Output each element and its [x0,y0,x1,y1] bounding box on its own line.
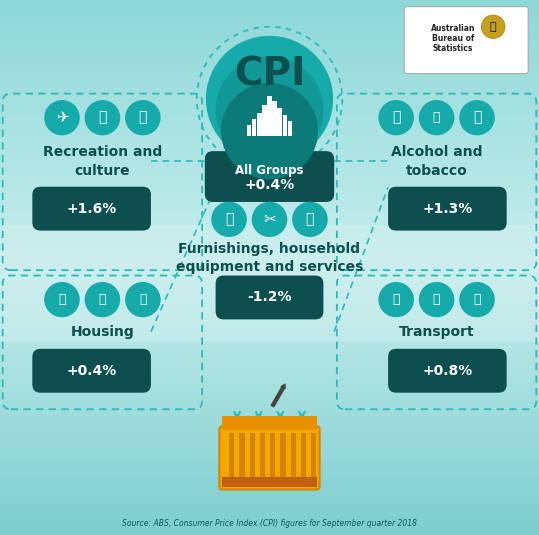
Bar [222,477,317,487]
Text: 🦅: 🦅 [490,22,496,32]
FancyBboxPatch shape [388,187,507,231]
Text: Recreation and: Recreation and [43,146,162,159]
Bar [272,101,277,136]
Circle shape [85,282,120,317]
Bar [291,433,296,484]
Text: 🧳: 🧳 [98,111,107,125]
Circle shape [44,100,80,135]
Bar [252,119,257,136]
Circle shape [481,15,505,39]
Circle shape [211,202,247,237]
Text: culture: culture [74,164,130,178]
Text: All Groups: All Groups [235,164,304,177]
Bar [247,125,251,136]
Text: Furnishings, household: Furnishings, household [178,242,361,256]
Bar [257,113,261,136]
Text: 🍷: 🍷 [473,111,481,125]
Text: +0.8%: +0.8% [422,364,473,378]
Bar [301,433,306,484]
Text: 🚬: 🚬 [433,111,440,124]
Bar [278,108,282,136]
Text: ✂: ✂ [263,212,276,227]
FancyBboxPatch shape [216,276,323,319]
Bar [222,416,317,430]
Text: Australian: Australian [431,24,475,33]
Circle shape [378,100,414,135]
Text: ⛽: ⛽ [473,293,481,306]
Text: 🚌: 🚌 [433,293,440,306]
Circle shape [125,100,161,135]
Bar [288,120,292,136]
FancyBboxPatch shape [32,187,151,231]
Bar [239,433,245,484]
Text: 🌿: 🌿 [225,212,233,226]
Bar [288,120,292,136]
Text: Alcohol and: Alcohol and [391,146,482,159]
Text: tobacco: tobacco [406,164,467,178]
Bar [311,433,316,484]
Text: 🛋: 🛋 [306,212,314,226]
Bar [267,96,272,136]
Circle shape [85,100,120,135]
Text: 🛏: 🛏 [58,293,66,306]
Circle shape [459,100,495,135]
Text: Source: ABS, Consumer Price Index (CPI) figures for September quarter 2018: Source: ABS, Consumer Price Index (CPI) … [122,519,417,528]
Circle shape [419,282,454,317]
Bar [252,119,257,136]
FancyBboxPatch shape [404,6,528,73]
Bar [280,433,286,484]
Bar [262,105,267,136]
Text: ✈: ✈ [56,110,68,125]
Text: +1.6%: +1.6% [66,202,117,216]
Circle shape [216,56,323,163]
Circle shape [206,36,333,162]
Circle shape [419,100,454,135]
Text: Housing: Housing [71,325,134,339]
FancyArrow shape [271,383,286,408]
Text: CPI: CPI [234,56,305,94]
Bar [272,101,277,136]
Bar [282,114,287,136]
Text: +1.3%: +1.3% [422,202,473,216]
Text: +0.4%: +0.4% [66,364,117,378]
Bar [250,433,255,484]
FancyBboxPatch shape [388,349,507,393]
Circle shape [221,83,318,179]
Text: 🐰: 🐰 [139,111,147,125]
Circle shape [125,282,161,317]
Text: Bureau of: Bureau of [432,34,474,43]
Text: Transport: Transport [399,325,474,339]
Bar [270,433,275,484]
Circle shape [44,282,80,317]
Bar [278,108,282,136]
Text: 🍺: 🍺 [392,111,400,125]
Bar [260,433,265,484]
Text: 🏢: 🏢 [99,293,106,306]
Circle shape [378,282,414,317]
Text: 🚗: 🚗 [392,293,400,306]
Bar [247,125,251,136]
Circle shape [459,282,495,317]
Bar [0,225,539,342]
Text: equipment and services: equipment and services [176,261,363,274]
Bar [267,96,272,136]
Bar [282,114,287,136]
FancyBboxPatch shape [32,349,151,393]
Bar [229,433,234,484]
FancyBboxPatch shape [219,426,320,490]
Text: +0.4%: +0.4% [244,178,295,192]
Bar [257,113,261,136]
Circle shape [292,202,328,237]
Bar [262,105,267,136]
Circle shape [252,202,287,237]
Text: 🏠: 🏠 [139,293,147,306]
FancyBboxPatch shape [205,151,334,202]
Text: Statistics: Statistics [433,44,473,53]
Text: -1.2%: -1.2% [247,291,292,304]
